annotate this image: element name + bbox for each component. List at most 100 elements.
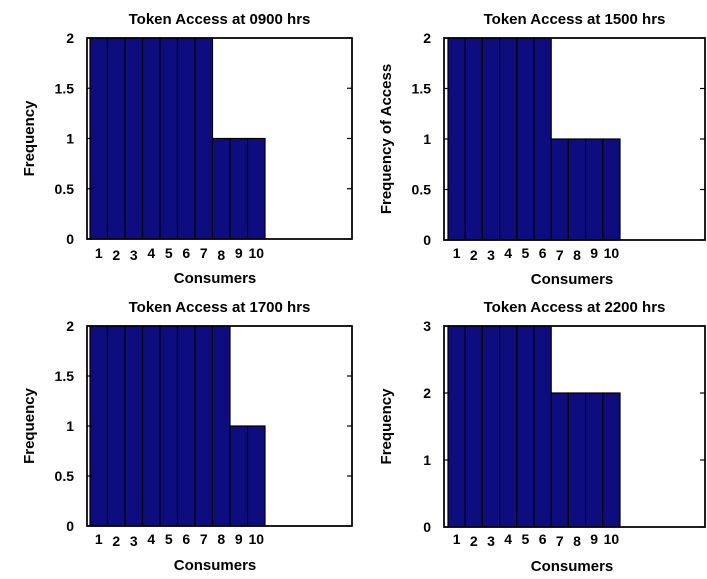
- bar-3: [481, 325, 501, 528]
- chart-title: Token Access at 0900 hrs: [129, 11, 311, 28]
- bar-9: [229, 425, 249, 527]
- ytick-label: 1: [66, 418, 74, 434]
- xtick-label: 6: [182, 531, 190, 547]
- xtick-label: 10: [604, 245, 620, 261]
- ytick-label: 0: [423, 232, 431, 248]
- bar-6: [533, 37, 552, 241]
- plot-border: [443, 325, 706, 528]
- x-axis-label: Consumers: [174, 270, 257, 287]
- xtick-label: 9: [235, 245, 243, 261]
- ytick-label: 1: [66, 131, 74, 147]
- bar-1: [447, 37, 466, 241]
- ytick-label: 0.5: [412, 182, 432, 198]
- xtick-label: 10: [248, 531, 264, 547]
- bar-5: [516, 37, 535, 241]
- xtick-label: 7: [200, 245, 208, 261]
- xtick-label: 5: [522, 245, 530, 261]
- y-axis-label: Frequency: [21, 387, 38, 464]
- bar-8: [211, 325, 231, 527]
- bar-8: [211, 137, 231, 240]
- xtick-label: 7: [556, 247, 564, 263]
- y-axis-label: Frequency of Access: [378, 64, 395, 214]
- xtick-label: 4: [147, 245, 155, 261]
- xtick-label: 1: [95, 531, 103, 547]
- bar-5: [159, 37, 179, 240]
- xtick-label: 9: [590, 245, 598, 261]
- bar-2: [464, 325, 484, 528]
- x-axis-label: Consumers: [531, 271, 614, 288]
- ytick-label: 0.5: [55, 468, 75, 484]
- bar-8: [567, 392, 587, 528]
- xtick-label: 9: [235, 531, 243, 547]
- bar-7: [194, 37, 214, 240]
- xtick-label: 8: [217, 531, 225, 547]
- xtick-label: 1: [453, 245, 461, 261]
- xtick-label: 3: [487, 533, 495, 549]
- xtick-label: 9: [590, 531, 598, 547]
- xtick-label: 4: [504, 531, 512, 547]
- ytick-label: 2: [423, 30, 431, 46]
- xtick-label: 5: [165, 245, 173, 261]
- xtick-label: 8: [573, 533, 581, 549]
- ytick-label: 1.5: [55, 368, 75, 384]
- xtick-label: 6: [182, 245, 190, 261]
- y-axis-label: Frequency: [21, 100, 38, 177]
- bar-1: [89, 37, 109, 240]
- bar-10: [602, 138, 621, 241]
- chart-title: Token Access at 1700 hrs: [129, 299, 311, 316]
- bar-1: [89, 325, 109, 527]
- xtick-label: 1: [95, 245, 103, 261]
- bar-5: [516, 325, 535, 528]
- ytick-label: 0: [423, 519, 431, 535]
- bar-10: [246, 425, 266, 527]
- xtick-label: 2: [470, 247, 478, 263]
- xtick-label: 10: [248, 245, 264, 261]
- ytick-label: 0: [66, 518, 74, 534]
- ytick-label: 3: [423, 318, 431, 334]
- xtick-label: 6: [539, 245, 547, 261]
- bar-8: [567, 138, 587, 241]
- bar-4: [141, 37, 161, 240]
- ytick-label: 0.5: [55, 181, 75, 197]
- bar-6: [176, 37, 196, 240]
- ytick-label: 1.5: [55, 80, 75, 96]
- xtick-label: 8: [573, 247, 581, 263]
- bar-5: [159, 325, 179, 527]
- ytick-label: 1: [423, 131, 431, 147]
- bar-9: [584, 392, 604, 528]
- bar-7: [550, 138, 570, 241]
- ytick-label: 2: [423, 385, 431, 401]
- bar-4: [499, 325, 518, 528]
- xtick-label: 3: [487, 247, 495, 263]
- xtick-label: 2: [112, 533, 120, 549]
- xtick-label: 4: [147, 531, 155, 547]
- xtick-label: 4: [504, 245, 512, 261]
- bar-2: [106, 325, 126, 527]
- ytick-label: 2: [66, 30, 74, 46]
- xtick-label: 3: [130, 247, 138, 263]
- ytick-label: 1.5: [412, 81, 432, 97]
- bar-9: [229, 137, 249, 240]
- xtick-label: 3: [130, 533, 138, 549]
- bar-6: [176, 325, 196, 527]
- y-axis-label: Frequency: [378, 388, 395, 465]
- xtick-label: 2: [112, 247, 120, 263]
- bar-10: [602, 392, 621, 528]
- bar-9: [584, 138, 604, 241]
- xtick-label: 6: [539, 531, 547, 547]
- xtick-label: 5: [522, 531, 530, 547]
- bar-3: [124, 37, 144, 240]
- ytick-label: 0: [66, 231, 74, 247]
- bar-2: [106, 37, 126, 240]
- bar-3: [124, 325, 144, 527]
- bar-1: [447, 325, 466, 528]
- xtick-label: 8: [217, 247, 225, 263]
- ytick-label: 1: [423, 452, 431, 468]
- bar-6: [533, 325, 552, 528]
- x-axis-label: Consumers: [531, 558, 614, 575]
- xtick-label: 1: [453, 531, 461, 547]
- x-axis-label: Consumers: [174, 557, 257, 574]
